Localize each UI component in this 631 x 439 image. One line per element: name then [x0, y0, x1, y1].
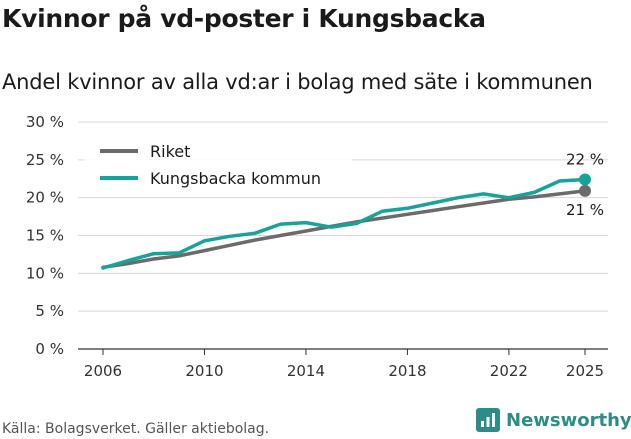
y-tick-label: 10 %: [26, 264, 64, 282]
end-label-riket: 21 %: [566, 201, 604, 219]
series-line-riket: [101, 189, 587, 270]
legend-box: [84, 136, 352, 196]
y-tick-label: 0 %: [35, 340, 64, 358]
bar-chart-logo-icon: [476, 408, 500, 432]
y-tick-label: 5 %: [35, 302, 64, 320]
legend-label-riket: Riket: [150, 142, 190, 161]
brand-name: Newsworthy: [506, 409, 631, 431]
chart-title: Kvinnor på vd-poster i Kungsbacka: [2, 4, 486, 33]
source-note: Källa: Bolagsverket. Gäller aktiebolag.: [2, 421, 270, 437]
end-label-kommun: 22 %: [566, 151, 604, 169]
x-tick-label: 2006: [84, 362, 122, 380]
x-tick-label: 2025: [566, 362, 604, 380]
y-tick-label: 20 %: [26, 189, 64, 207]
y-tick-label: 25 %: [26, 151, 64, 169]
line-chart: 0 % 5 % 10 % 15 % 20 % 25 % 30 % 2006 2010 2014 2…: [26, 113, 608, 380]
x-tick-label: 2010: [185, 362, 223, 380]
series-line-kommun: [101, 177, 587, 270]
x-tick-label: 2022: [490, 362, 528, 380]
x-tick-label: 2018: [388, 362, 426, 380]
newsworthy-logo: Newsworthy: [476, 408, 631, 432]
y-tick-label: 30 %: [26, 113, 64, 131]
end-point-kommun: [579, 173, 591, 186]
chart-subtitle: Andel kvinnor av alla vd:ar i bolag med …: [2, 70, 593, 94]
end-point-riket: [579, 184, 591, 197]
legend-label-kommun: Kungsbacka kommun: [150, 169, 321, 188]
y-tick-label: 15 %: [26, 227, 64, 245]
x-tick-label: 2014: [287, 362, 325, 380]
